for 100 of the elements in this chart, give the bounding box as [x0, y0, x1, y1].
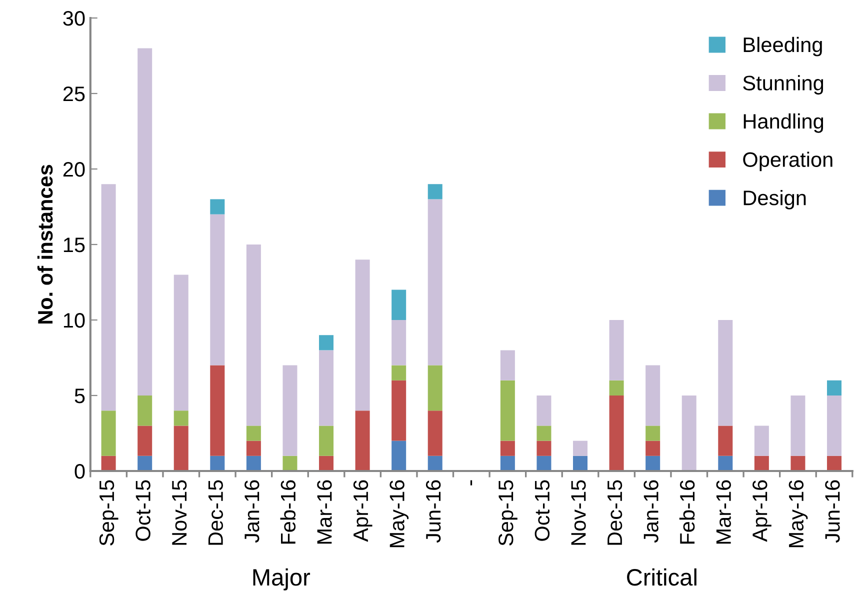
bar [646, 365, 660, 426]
bar [174, 274, 188, 411]
bar [536, 396, 552, 426]
bar [246, 244, 261, 426]
bar [609, 396, 624, 471]
bar [138, 396, 152, 426]
bar [282, 456, 298, 471]
x-tick-label: Mar-16 [716, 480, 731, 544]
bar [500, 456, 515, 471]
bar [572, 440, 588, 456]
bar [609, 380, 624, 396]
bar [826, 456, 842, 471]
bar [319, 456, 334, 471]
bar [101, 184, 116, 411]
x-tick-label: Jan-16 [644, 480, 658, 543]
bar [646, 426, 660, 441]
x-tick-label: Feb-16 [679, 480, 695, 544]
bar [646, 456, 660, 471]
bar [210, 365, 225, 456]
bar [392, 365, 406, 380]
x-tick-label: - [470, 480, 472, 486]
bar [536, 426, 552, 441]
bar [392, 320, 406, 366]
legend-label: Bleeding [744, 36, 822, 56]
y-tick-label: 15 [64, 238, 85, 252]
bar [138, 48, 152, 396]
y-tick-label: 10 [64, 313, 85, 328]
y-tick-label: 5 [74, 388, 85, 404]
y-tick-label: 25 [63, 86, 85, 102]
bar [718, 320, 733, 426]
bar [392, 380, 406, 441]
x-tick-label: Dec-15 [208, 480, 223, 545]
bar [500, 350, 515, 380]
bar [754, 426, 769, 456]
bar [500, 440, 515, 456]
bar [826, 396, 842, 456]
bar [246, 426, 261, 441]
bar [790, 456, 806, 471]
x-tick-label: Jun-16 [426, 480, 441, 543]
bar [826, 380, 842, 396]
legend-label: Design [744, 190, 806, 210]
y-tick-label: 30 [63, 11, 85, 26]
bar [246, 456, 261, 471]
bar [754, 456, 769, 471]
bar [609, 320, 624, 380]
text: Critical [627, 568, 696, 586]
legend-label: Handling [744, 113, 824, 133]
bar [718, 456, 733, 471]
bar [392, 290, 406, 320]
bar [246, 440, 261, 456]
x-tick-label: Apr-16 [353, 480, 372, 542]
y-tick-label: 20 [63, 162, 85, 177]
x-tick-label: Jun-16 [825, 480, 840, 543]
x-tick-label: Sep-15 [99, 480, 118, 546]
x-tick-label: Oct-15 [136, 480, 150, 541]
bar [174, 426, 188, 471]
bar [682, 396, 696, 471]
bar [790, 396, 806, 456]
y-axis-title: No. of instances [37, 164, 53, 324]
bar [210, 214, 225, 366]
legend-label: Stunning [743, 75, 824, 95]
legend-label: Operation [743, 152, 832, 172]
x-tick-label: Oct-15 [534, 480, 550, 541]
x-tick-label: May-16 [390, 480, 409, 548]
bar [101, 456, 116, 471]
bar [646, 440, 660, 456]
bar [138, 456, 152, 471]
bar [392, 440, 406, 471]
x-tick-label: Apr-16 [752, 480, 772, 542]
bar [500, 380, 515, 441]
bar [355, 410, 370, 471]
bar [101, 410, 116, 456]
x-tick-label: Jan-16 [244, 480, 260, 543]
x-tick-label: Mar-16 [317, 480, 332, 544]
x-tick-label: Dec-15 [608, 480, 622, 545]
bar [210, 199, 225, 214]
x-tick-label: Sep-15 [498, 480, 518, 546]
bar [319, 426, 334, 456]
bar [428, 410, 442, 456]
bar [282, 365, 298, 456]
x-tick-label: Nov-15 [571, 480, 586, 545]
bar [319, 335, 334, 350]
text: Major [253, 568, 310, 590]
bar [428, 365, 442, 411]
bar [428, 456, 442, 471]
bar [319, 350, 334, 426]
bar [138, 426, 152, 456]
bar [174, 410, 188, 426]
x-tick-label: May-16 [788, 480, 808, 548]
bar [355, 260, 370, 411]
bar [536, 456, 552, 471]
bar [428, 184, 442, 200]
y-tick-label: 0 [74, 464, 85, 479]
bar [428, 199, 442, 366]
x-tick-label: Nov-15 [172, 480, 187, 545]
x-tick-label: Feb-16 [280, 480, 296, 544]
bar [572, 456, 588, 471]
bar [536, 440, 552, 456]
bar [210, 456, 225, 471]
bar [718, 426, 733, 456]
